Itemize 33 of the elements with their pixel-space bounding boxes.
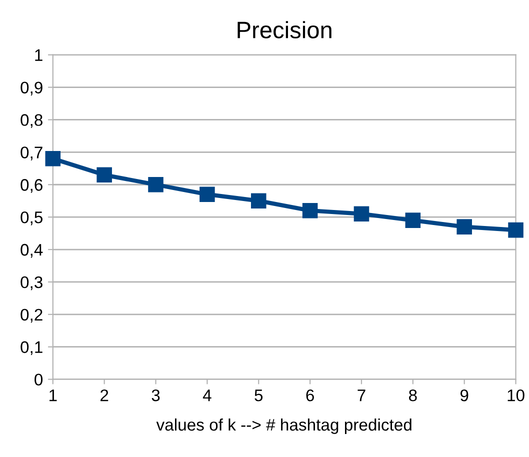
y-tick-label: 0,1 <box>20 341 42 356</box>
point <box>456 219 472 234</box>
x-tick-label: 6 <box>306 389 314 402</box>
y-tick-label: 0,6 <box>20 179 42 193</box>
point <box>96 167 112 183</box>
point <box>148 176 164 192</box>
x-tick-label: 7 <box>358 390 366 402</box>
x-tick-label: 9 <box>460 389 468 402</box>
x-tick-label: 2 <box>100 389 108 402</box>
y-tick-label: 0,5 <box>20 211 42 226</box>
point <box>250 193 266 208</box>
point <box>405 212 421 228</box>
x-tick-label: 8 <box>409 389 417 402</box>
x-tick-label: 1 <box>50 390 57 402</box>
point <box>200 186 215 202</box>
chart-title: Precision <box>238 21 332 38</box>
point <box>302 202 318 218</box>
x-tick-label: 3 <box>152 389 160 402</box>
point <box>45 151 61 166</box>
point <box>508 222 524 238</box>
y-tick-label: 0,8 <box>20 114 42 128</box>
y-tick-label: 0,7 <box>20 146 42 160</box>
y-tick-label: 0,2 <box>20 308 42 323</box>
point <box>354 206 370 222</box>
y-tick-label: 0 <box>34 374 43 386</box>
x-tick-label: 10 <box>508 389 524 402</box>
y-tick-label: 1 <box>35 49 42 61</box>
y-tick-label: 0,9 <box>20 82 42 96</box>
x-axis-title: values of k --> # hashtag predicted <box>156 418 412 434</box>
x-tick-label: 5 <box>254 390 263 402</box>
y-tick-label: 0,3 <box>20 276 42 290</box>
x-tick-label: 4 <box>202 390 212 402</box>
y-tick-label: 0,4 <box>20 244 43 258</box>
